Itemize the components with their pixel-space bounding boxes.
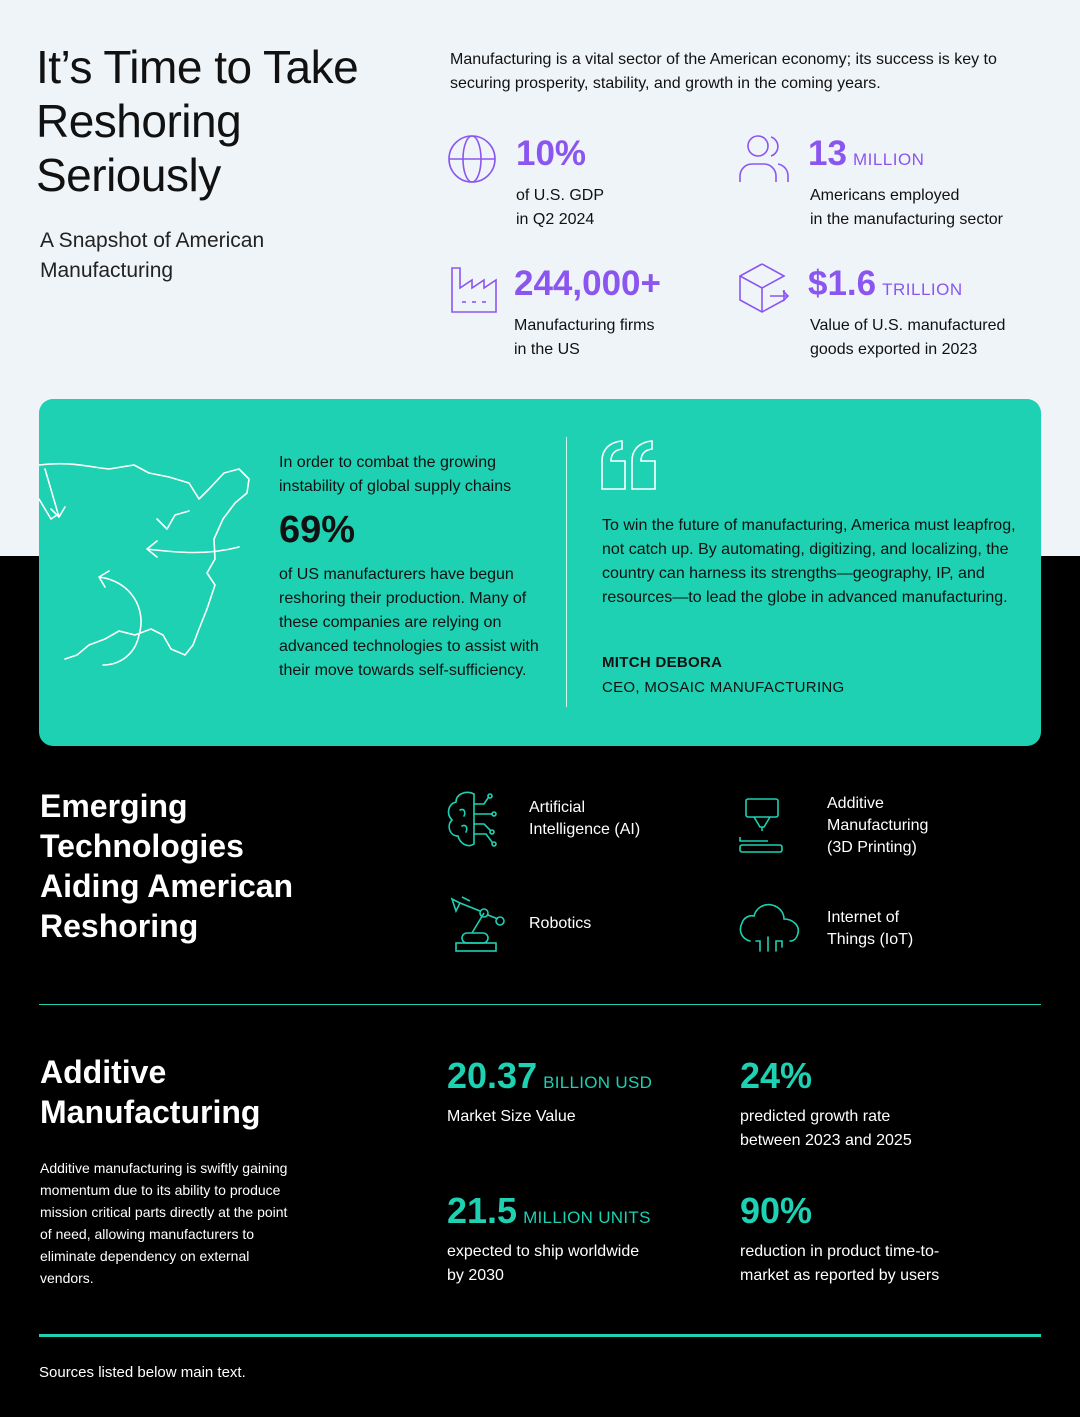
quote-mark-icon (601, 440, 656, 490)
footer-divider (39, 1334, 1041, 1337)
additive-description: Additive manufacturing is swiftly gainin… (40, 1160, 288, 1286)
people-icon (739, 135, 789, 182)
testimonial-quote: To win the future of manufacturing, Amer… (602, 517, 1016, 606)
additive-heading: Additive Manufacturing (40, 1054, 261, 1130)
reshoring-lead: In order to combat the growing instabili… (279, 454, 512, 495)
intro-text: Manufacturing is a vital sector of the A… (450, 51, 997, 92)
page-title: It’s Time to Take Reshoring Seriously (36, 41, 359, 201)
reshoring-card: In order to combat the growing instabili… (39, 399, 1041, 746)
stat-gdp-desc: of U.S. GDP in Q2 2024 (516, 187, 605, 228)
3d-printer-icon (739, 798, 783, 853)
quote-author-role: CEO, MOSAIC MANUFACTURING (602, 679, 845, 696)
am-time-value: 90% (740, 1190, 813, 1231)
reshoring-body: of US manufacturers have begun reshoring… (279, 566, 539, 679)
ai-brain-icon (447, 791, 497, 847)
stat-employment-value: 13 MILLION (808, 134, 925, 173)
page-subtitle: A Snapshot of American Manufacturing (40, 229, 265, 282)
section-divider (39, 1004, 1041, 1005)
stat-firms-desc: Manufacturing firms in the US (514, 317, 655, 358)
sources-note: Sources listed below main text. (39, 1364, 246, 1381)
card-divider (566, 437, 567, 707)
reshoring-value: 69% (279, 509, 356, 551)
technologies-heading: Emerging Technologies Aiding American Re… (40, 788, 294, 944)
am-time-label: reduction in product time-to- market as … (740, 1243, 940, 1284)
us-map-icon (39, 462, 250, 666)
tech-robotics-label: Robotics (529, 915, 592, 932)
stat-employment-desc: Americans employed in the manufacturing … (810, 187, 1003, 228)
tech-additive-label: Additive Manufacturing (3D Printing) (827, 795, 929, 856)
robot-arm-icon (450, 896, 505, 952)
am-market-size-value: 20.37 BILLION USD (447, 1055, 653, 1096)
stat-exports-value: $1.6 TRILLION (808, 264, 963, 303)
am-growth-label: predicted growth rate between 2023 and 2… (740, 1108, 912, 1149)
factory-icon (451, 267, 497, 313)
stat-exports-desc: Value of U.S. manufactured goods exporte… (810, 317, 1006, 358)
tech-ai-label: Artificial Intelligence (AI) (529, 799, 641, 838)
am-units-value: 21.5 MILLION UNITS (447, 1190, 651, 1231)
stat-firms-value: 244,000+ (514, 264, 661, 303)
tech-iot-label: Internet of Things (IoT) (827, 909, 914, 948)
box-export-icon (739, 263, 790, 313)
am-market-size-label: Market Size Value (447, 1108, 576, 1125)
stat-gdp-value: 10% (516, 134, 587, 173)
cloud-iot-icon (739, 903, 800, 952)
am-growth-value: 24% (740, 1055, 813, 1096)
globe-icon (448, 135, 496, 183)
am-units-label: expected to ship worldwide by 2030 (447, 1243, 640, 1284)
quote-author: MITCH DEBORA (602, 654, 723, 671)
